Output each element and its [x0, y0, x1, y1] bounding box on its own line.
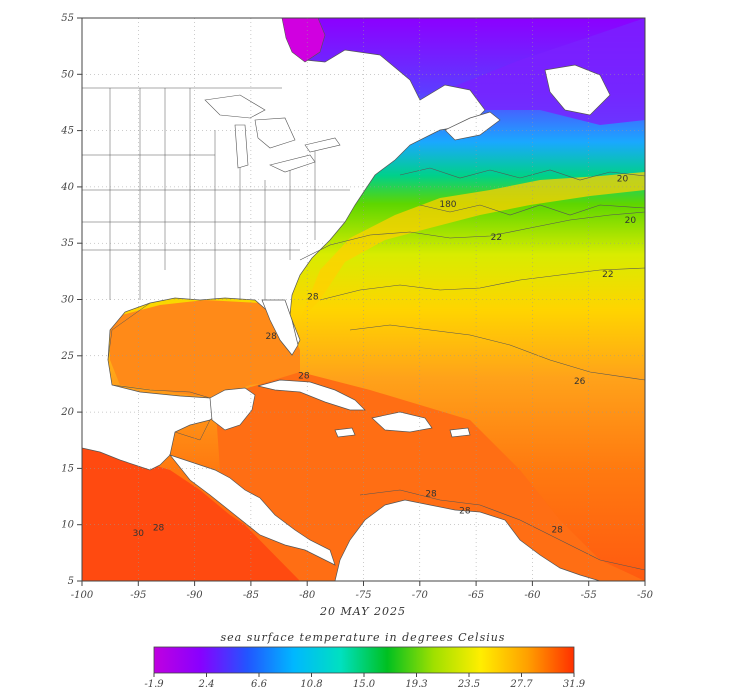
hudson-bay-water — [281, 18, 326, 63]
colorbar-tick-label: 10.8 — [300, 679, 322, 690]
lon-tick-label: -85 — [243, 590, 259, 601]
contour-label: 28 — [551, 526, 563, 536]
lat-tick-label: 25 — [60, 351, 74, 362]
central-america-land — [168, 454, 336, 566]
contour-label: 28 — [307, 293, 319, 303]
colorbar-tick-label: 6.6 — [251, 679, 268, 690]
contour-label: 28 — [298, 371, 310, 381]
lon-tick-label: -75 — [355, 590, 371, 601]
hispaniola-land — [371, 411, 433, 433]
colorbar — [153, 646, 575, 674]
gulf-of-mexico-water — [110, 300, 300, 398]
plot-area — [82, 18, 645, 581]
jamaica-land — [334, 427, 356, 438]
florida-land — [261, 299, 299, 356]
great-lakes — [204, 94, 341, 173]
colorbar-tick-label: 19.3 — [405, 679, 427, 690]
pacific-warm-pool — [82, 448, 300, 581]
lat-tick-label: 55 — [61, 13, 74, 24]
colorbar-tick-label: 31.9 — [563, 679, 586, 690]
colorbar-tick-label: 2.4 — [198, 679, 215, 690]
lat-tick-label: 5 — [68, 576, 74, 587]
newfoundland-land — [544, 64, 611, 116]
yucatan-land — [209, 387, 256, 431]
south-america-land — [334, 499, 601, 581]
contour-label: 20 — [617, 174, 629, 184]
sst-contours — [111, 167, 645, 571]
lon-tick-label: -50 — [637, 590, 654, 601]
contour-label: 26 — [574, 377, 586, 387]
latitude-axis: 5 10 15 20 25 30 35 40 45 50 55 — [60, 13, 82, 587]
lon-tick-label: -60 — [524, 590, 541, 601]
lat-tick-label: 10 — [61, 520, 74, 531]
contour-label: 30 — [133, 529, 145, 539]
contour-label: 20 — [625, 216, 637, 226]
contour-labels: 28 22 20 22 26 28 28 28 30 28 28 28 20 180 — [133, 174, 637, 539]
contour-label: 28 — [425, 490, 437, 500]
cuba-land — [257, 379, 366, 411]
colorbar-tick-label: 15.0 — [353, 679, 376, 690]
lat-tick-label: 20 — [60, 407, 74, 418]
colorbar-tick-label: 27.7 — [509, 679, 533, 690]
lon-tick-label: -80 — [299, 590, 316, 601]
longitude-axis: -100 -95 -90 -85 -80 -75 -70 -65 -60 -55 -50 — [71, 581, 654, 601]
contour-label: 180 — [439, 200, 456, 210]
colorbar-ticks: -1.9 2.4 6.6 10.8 15.0 19.3 23.5 27.7 31.9 — [144, 673, 586, 690]
lat-tick-label: 40 — [60, 182, 74, 193]
contour-label: 28 — [459, 506, 471, 516]
colorbar-title: sea surface temperature in degrees Celsi… — [221, 631, 506, 644]
lat-tick-label: 50 — [61, 69, 74, 80]
lon-tick-label: -95 — [130, 590, 146, 601]
lon-tick-label: -65 — [468, 590, 484, 601]
colorbar-tick-label: -1.9 — [144, 679, 164, 690]
lat-tick-label: 35 — [61, 238, 74, 249]
colorbar-tick-label: 23.5 — [457, 679, 480, 690]
puerto-rico-land — [449, 427, 471, 438]
lon-tick-label: -100 — [71, 590, 94, 601]
lon-tick-label: -90 — [187, 590, 204, 601]
nova-scotia-land — [444, 111, 501, 141]
contour-label: 28 — [265, 332, 277, 342]
lon-tick-label: -55 — [581, 590, 597, 601]
contour-label: 22 — [491, 233, 502, 243]
political-borders — [82, 87, 350, 441]
lon-tick-label: -70 — [412, 590, 429, 601]
map-date: 20 MAY 2025 — [319, 605, 406, 618]
lat-tick-label: 15 — [61, 463, 74, 474]
contour-label: 22 — [602, 270, 613, 280]
lat-tick-label: 30 — [61, 295, 74, 306]
contour-label: 28 — [153, 523, 165, 533]
lat-tick-label: 45 — [60, 126, 74, 137]
